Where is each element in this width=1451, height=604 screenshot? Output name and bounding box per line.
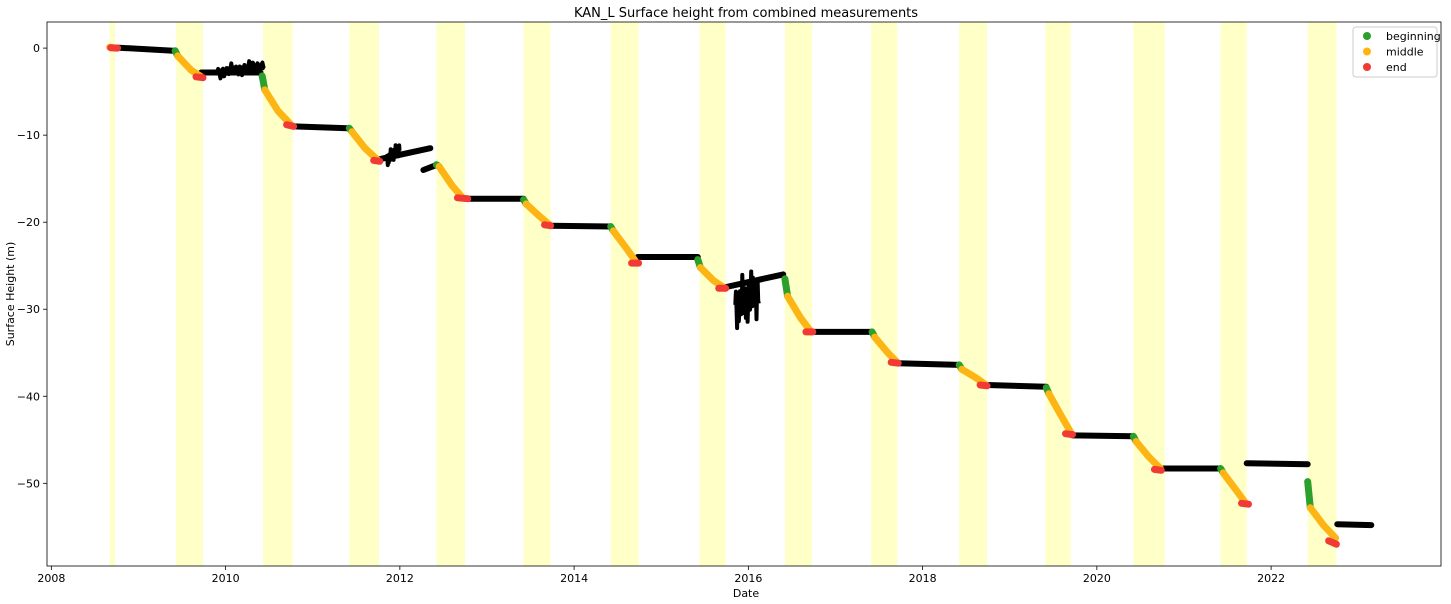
x-tick-label-2022: 2022 [1257,572,1285,585]
end-segment-12 [1150,465,1165,474]
end-segment-2 [283,121,298,130]
x-tick-label-2012: 2012 [386,572,414,585]
measurements-noise-2 [733,269,761,331]
legend-marker-beginning [1363,32,1371,40]
end-segment-14 [1325,537,1340,548]
x-tick-label-2020: 2020 [1083,572,1111,585]
x-tick-label-2014: 2014 [560,572,588,585]
x-axis-label: Date [733,587,760,600]
measurements-noise-1 [384,143,402,168]
end-segment-3 [370,156,384,165]
legend-marker-end [1363,63,1371,71]
measurements-segment-2 [290,123,351,132]
legend-label-middle: middle [1386,46,1424,59]
plot-frame [46,21,1442,567]
end-segment-5 [541,221,555,230]
legend-marker-middle [1363,47,1371,56]
series-end [107,44,1340,548]
y-tick-label--20: −20 [17,216,40,229]
measurements-segment-6 [547,222,614,230]
middle-segment-8 [784,292,815,336]
x-tick-label-2016: 2016 [734,572,762,585]
x-tick-label-2010: 2010 [212,572,240,585]
y-axis: 0 −10 −20 −30 −40 −50 [17,42,47,490]
middle-segment-2 [261,86,295,129]
measurements-segment-14 [1243,460,1311,468]
middle-segment-6 [609,227,641,267]
shaded-period-11 [959,22,988,566]
x-axis: 2008 2010 2012 2014 2016 2018 2020 2022 [37,566,1285,585]
shaded-period-8 [699,22,726,566]
plot-area [46,21,1442,567]
series-layer [106,43,1375,548]
middle-segment-9 [871,333,901,366]
series-measurements [106,44,1375,529]
y-tick-label--30: −30 [17,303,40,316]
shaded-period-6 [523,22,551,566]
x-tick-label-2018: 2018 [909,572,937,585]
series-middle [106,43,1340,542]
shaded-period-10 [871,22,898,566]
measurements-noise-0 [215,59,266,81]
y-tick-label--40: −40 [17,390,40,403]
legend-box [1352,26,1438,78]
middle-segment-12 [1132,438,1164,472]
end-segment-10 [976,381,991,390]
shaded-period-0 [109,22,115,566]
middle-segment-13 [1219,469,1250,507]
shaded-period-3 [349,22,379,566]
end-segment-9 [887,358,902,367]
measurements-segment-11 [984,382,1050,390]
legend: beginning middle end [1352,26,1441,78]
shaded-period-14 [1161,22,1165,566]
middle-segment-14 [1306,504,1340,542]
x-tick-label-2008: 2008 [37,572,65,585]
legend-label-beginning: beginning [1386,30,1441,43]
y-tick-label-0: 0 [33,42,40,55]
middle-segment-4 [435,163,467,202]
measurements-segment-15 [1334,521,1375,529]
y-tick-label--50: −50 [17,477,40,490]
end-segment-13 [1238,499,1252,508]
end-segment-1 [192,73,207,82]
beginning-segment-13 [1304,478,1314,512]
y-tick-label--10: −10 [17,129,40,142]
end-segment-4 [453,194,472,203]
end-segment-11 [1062,430,1076,439]
measurements-segment-12 [1069,432,1137,440]
shaded-period-1 [175,22,203,566]
shaded-period-5 [462,22,466,566]
shaded-period-4 [436,22,463,566]
shaded-period-2 [263,22,293,566]
shaded-period-13 [1133,22,1162,566]
y-axis-label: Surface Height (m) [4,242,17,347]
shaded-period-12 [1045,22,1071,566]
measurements-segment-10 [895,360,963,368]
middle-segment-3 [348,128,382,164]
middle-segment-11 [1045,390,1076,438]
shaded-period-7 [610,22,639,566]
chart-title: KAN_L Surface height from combined measu… [574,6,918,21]
legend-label-end: end [1386,61,1407,74]
shaded-period-16 [1307,22,1337,566]
shaded-periods [109,22,1337,566]
